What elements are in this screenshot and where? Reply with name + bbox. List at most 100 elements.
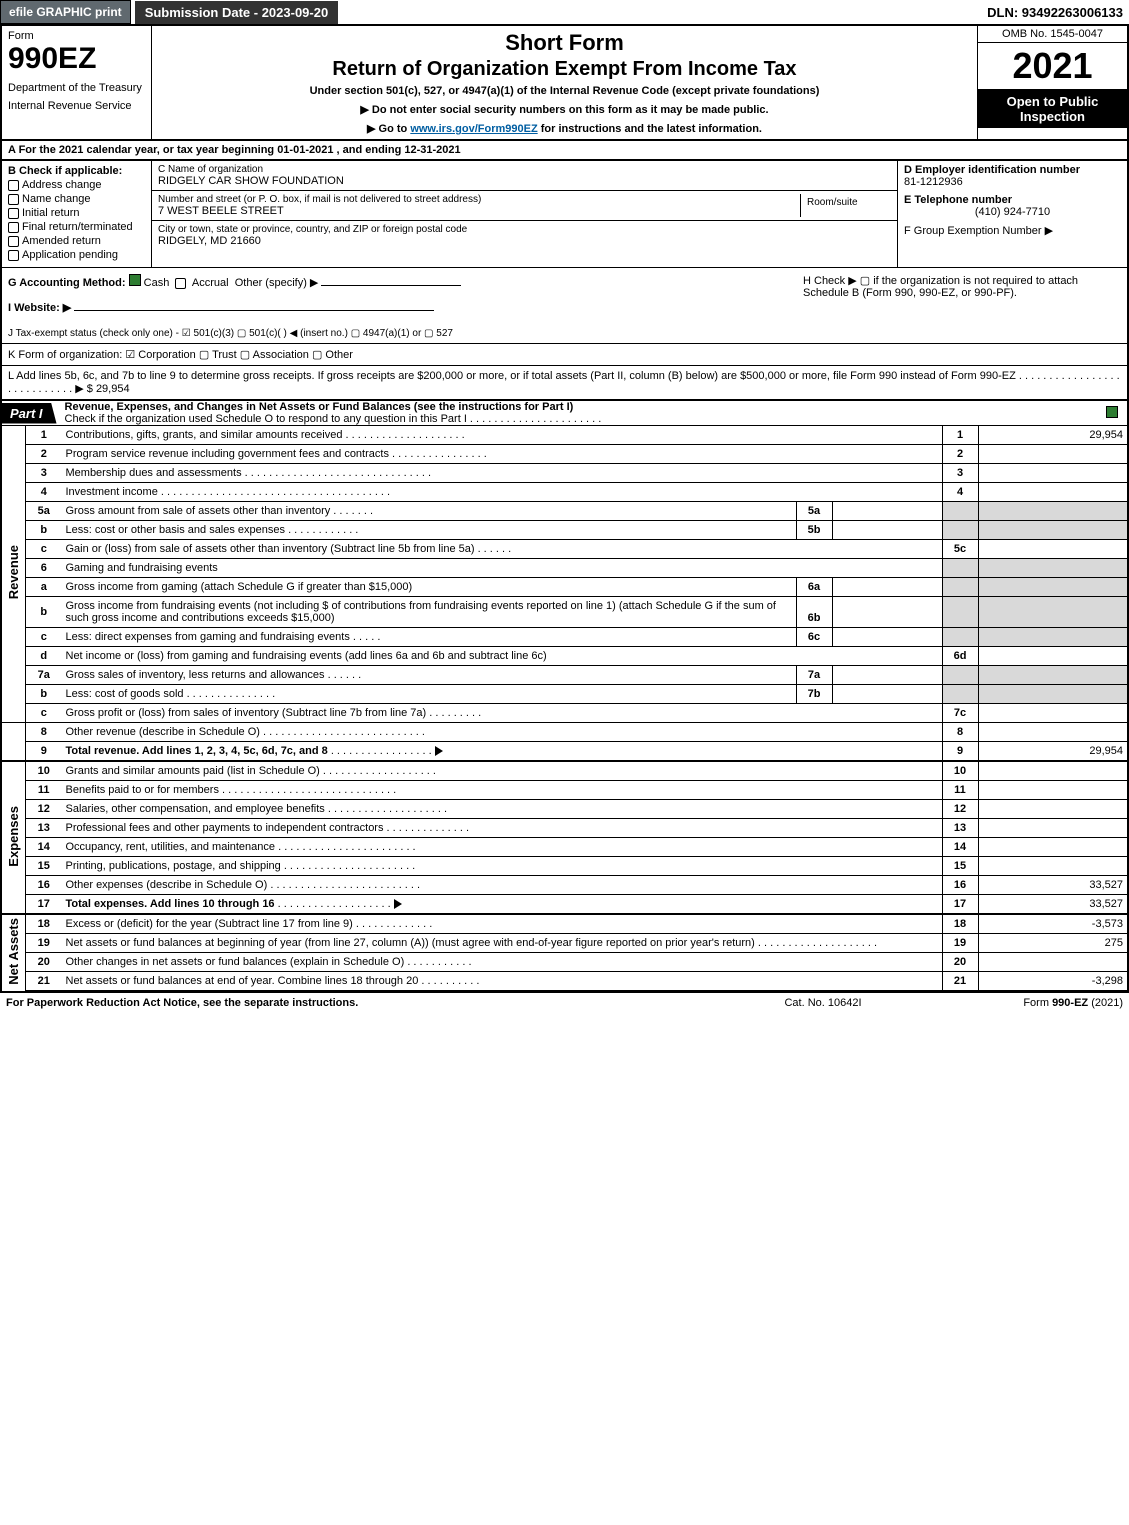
org-name-label: C Name of organization [158,164,891,175]
city-label: City or town, state or province, country… [158,224,891,235]
l8-num: 8 [26,723,62,742]
l14-num: 14 [26,838,62,857]
section-c: C Name of organization RIDGELY CAR SHOW … [152,161,897,267]
l6a-subbox: 6a [796,578,832,597]
l11-amt [978,781,1128,800]
l13-num: 13 [26,819,62,838]
l5c-amt [978,540,1128,559]
l8-box: 8 [942,723,978,742]
part1-checkline: Check if the organization used Schedule … [65,413,602,425]
l7c-desc: Gross profit or (loss) from sales of inv… [62,704,943,723]
l1-box: 1 [942,426,978,445]
l10-num: 10 [26,761,62,781]
l17-desc: Total expenses. Add lines 10 through 16 … [62,895,943,915]
l13-box: 13 [942,819,978,838]
l7a-desc: Gross sales of inventory, less returns a… [62,666,797,685]
phone-cell: E Telephone number (410) 924-7710 [898,191,1127,221]
form-word: Form [8,30,145,42]
part1-header: Part I Revenue, Expenses, and Changes in… [0,401,1129,426]
group-cell: F Group Exemption Number ▶ [898,221,1127,240]
l5a-box-shade [942,502,978,521]
l6-desc: Gaming and fundraising events [62,559,943,578]
l19-amt: 275 [978,934,1128,953]
l21-num: 21 [26,972,62,992]
l10-box: 10 [942,761,978,781]
l5a-subbox: 5a [796,502,832,521]
chk-name-change-label: Name change [22,193,91,205]
l7b-num: b [26,685,62,704]
l7c-box: 7c [942,704,978,723]
netassets-sidebar: Net Assets [1,914,26,991]
l9-num: 9 [26,742,62,762]
l21-amt: -3,298 [978,972,1128,992]
l7b-subval [832,685,942,704]
l20-desc: Other changes in net assets or fund bala… [62,953,943,972]
chk-amended-return[interactable]: Amended return [8,235,145,247]
chk-final-return[interactable]: Final return/terminated [8,221,145,233]
l6b-box-shade [942,597,978,628]
l14-desc: Occupancy, rent, utilities, and maintena… [62,838,943,857]
chk-initial-return[interactable]: Initial return [8,207,145,219]
open-to-public: Open to Public Inspection [978,90,1127,128]
l3-amt [978,464,1128,483]
l4-amt [978,483,1128,502]
revenue-sidebar: Revenue [1,426,26,723]
l7c-num: c [26,704,62,723]
l20-box: 20 [942,953,978,972]
l2-amt [978,445,1128,464]
l7a-box-shade [942,666,978,685]
l16-amt: 33,527 [978,876,1128,895]
submission-date-label: Submission Date - 2023-09-20 [135,1,339,24]
cash-label: Cash [144,277,170,289]
org-name-cell: C Name of organization RIDGELY CAR SHOW … [152,161,897,191]
l6a-box-shade [942,578,978,597]
entity-grid: B Check if applicable: Address change Na… [0,161,1129,268]
arrow-icon [435,746,443,756]
chk-application-pending[interactable]: Application pending [8,249,145,261]
l5b-amt-shade [978,521,1128,540]
l10-desc: Grants and similar amounts paid (list in… [62,761,943,781]
l3-num: 3 [26,464,62,483]
l2-desc: Program service revenue including govern… [62,445,943,464]
l6c-subbox: 6c [796,628,832,647]
l7b-subbox: 7b [796,685,832,704]
ein-value: 81-1212936 [904,176,1121,188]
l14-box: 14 [942,838,978,857]
l1-desc: Contributions, gifts, grants, and simila… [62,426,943,445]
l15-amt [978,857,1128,876]
org-name-value: RIDGELY CAR SHOW FOUNDATION [158,175,891,187]
rows-ghij: G Accounting Method: Cash Accrual Other … [0,268,1129,344]
l11-desc: Benefits paid to or for members . . . . … [62,781,943,800]
l6d-amt [978,647,1128,666]
other-specify-line [321,285,461,286]
chk-final-return-label: Final return/terminated [22,221,133,233]
chk-address-change[interactable]: Address change [8,179,145,191]
chk-application-pending-label: Application pending [22,249,118,261]
l1-num: 1 [26,426,62,445]
row-l-amount: 29,954 [96,383,130,395]
l6b-num: b [26,597,62,628]
chk-name-change[interactable]: Name change [8,193,145,205]
l9-box: 9 [942,742,978,762]
l5a-subval [832,502,942,521]
l7b-amt-shade [978,685,1128,704]
efile-print-button[interactable]: efile GRAPHIC print [0,0,131,24]
chk-accrual-icon [175,278,186,289]
l7c-amt [978,704,1128,723]
row-a-calendar: A For the 2021 calendar year, or tax yea… [0,141,1129,161]
l6b-desc: Gross income from fundraising events (no… [62,597,797,628]
l5a-num: 5a [26,502,62,521]
row-k: K Form of organization: ☑ Corporation ▢ … [0,344,1129,366]
street-value: 7 WEST BEELE STREET [158,205,800,217]
row-i-label: I Website: ▶ [8,302,71,314]
expenses-sidebar: Expenses [1,761,26,914]
part1-tab: Part I [2,403,57,424]
l3-desc: Membership dues and assessments . . . . … [62,464,943,483]
l21-desc: Net assets or fund balances at end of ye… [62,972,943,992]
row-j: J Tax-exempt status (check only one) - ☑… [2,324,1127,344]
l6b-subval [832,597,942,628]
irs-link[interactable]: www.irs.gov/Form990EZ [410,123,537,135]
l16-desc: Other expenses (describe in Schedule O) … [62,876,943,895]
accrual-label: Accrual [192,277,229,289]
l2-num: 2 [26,445,62,464]
